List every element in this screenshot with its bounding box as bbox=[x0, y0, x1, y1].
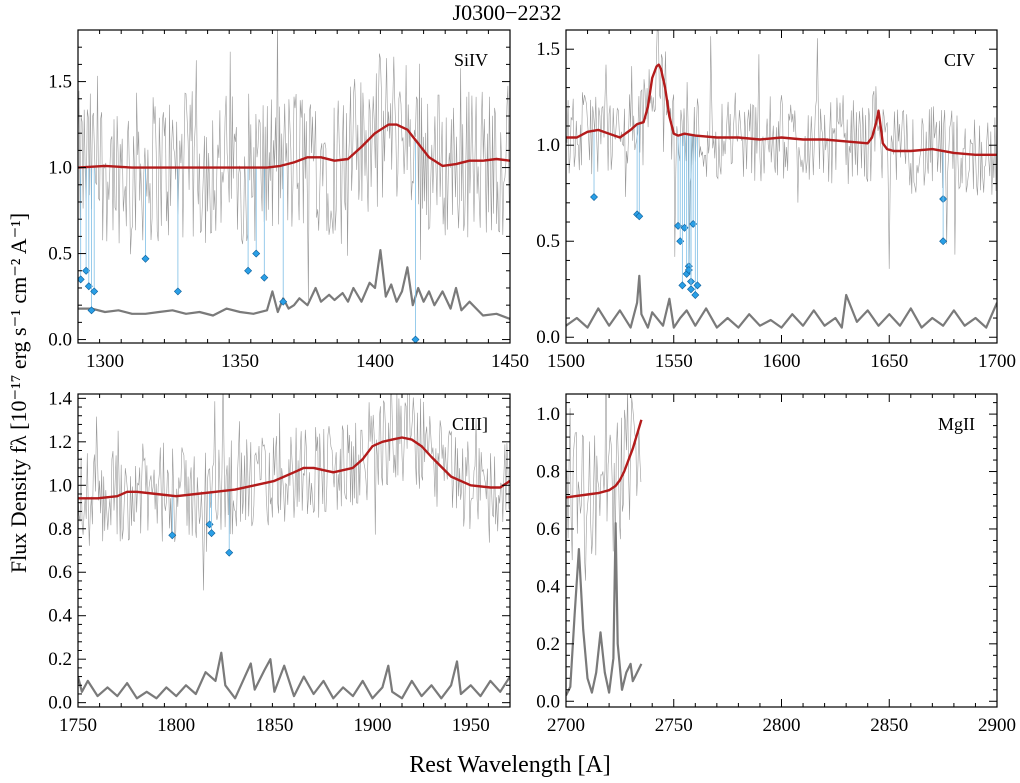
model-fit bbox=[78, 123, 510, 169]
y-tick-label: 0.2 bbox=[536, 634, 560, 655]
model-fit bbox=[566, 63, 997, 157]
y-tick-label: 0.4 bbox=[48, 606, 72, 627]
observed-spectrum bbox=[78, 30, 510, 301]
masked-pixel bbox=[225, 548, 234, 557]
masked-pixel bbox=[84, 282, 93, 291]
masked-pixel bbox=[82, 266, 91, 275]
masked-pixel bbox=[678, 281, 687, 290]
masked-pixel bbox=[78, 275, 85, 284]
masked-pixel bbox=[168, 531, 177, 540]
x-axis-label: Rest Wavelength [A] bbox=[409, 752, 611, 778]
x-tick-label: 1650 bbox=[870, 351, 908, 372]
error-spectrum bbox=[566, 274, 997, 329]
x-tick-label: 1300 bbox=[86, 351, 124, 372]
y-tick-label: 0.8 bbox=[48, 519, 72, 540]
model-fit bbox=[566, 419, 643, 499]
y-tick-label: 0.0 bbox=[48, 330, 72, 351]
masked-pixel bbox=[411, 335, 420, 343]
masked-pixel bbox=[687, 285, 695, 294]
y-tick-label: 1.2 bbox=[48, 432, 72, 453]
masked-pixel bbox=[141, 254, 150, 263]
panel-ciii: 1750 1800 1850 1900 1950 0.0 0.2 0.4 0.6 0.8 1.0 1.… bbox=[48, 388, 511, 736]
y-tick-label: 1.0 bbox=[48, 158, 72, 179]
panel-label: CIII] bbox=[452, 414, 488, 434]
x-tick-label: 1500 bbox=[547, 351, 585, 372]
observed-spectrum bbox=[566, 30, 997, 274]
plot-area bbox=[566, 30, 997, 329]
panel-label: CIV bbox=[944, 50, 975, 70]
y-tick-label: 0.6 bbox=[48, 562, 72, 583]
y-tick-label: 0.6 bbox=[536, 519, 560, 540]
x-tick-label: 1400 bbox=[356, 351, 394, 372]
masked-pixel bbox=[691, 291, 700, 299]
observed-spectrum bbox=[78, 394, 510, 591]
y-tick-label: 1.5 bbox=[536, 39, 560, 60]
masked-pixel bbox=[252, 249, 261, 258]
x-tick-label: 2800 bbox=[763, 715, 801, 736]
y-tick-label: 0.2 bbox=[48, 649, 72, 670]
masked-pixel bbox=[173, 287, 182, 296]
error-spectrum bbox=[78, 651, 510, 700]
plot-area bbox=[566, 394, 643, 696]
x-tick-label: 1850 bbox=[255, 715, 293, 736]
axes-frame bbox=[565, 29, 998, 344]
plot-area bbox=[78, 30, 510, 343]
x-tick-label: 2700 bbox=[547, 715, 585, 736]
error-spectrum bbox=[566, 522, 643, 696]
masked-pixel bbox=[244, 266, 253, 275]
y-tick-label: 0.5 bbox=[48, 244, 72, 265]
y-tick-label: 0.5 bbox=[536, 231, 560, 252]
panel-label: SiIV bbox=[454, 50, 488, 70]
y-tick-label: 1.4 bbox=[48, 388, 72, 409]
y-tick-label: 0.0 bbox=[536, 691, 560, 712]
axes-frame bbox=[77, 393, 511, 708]
masked-pixel bbox=[590, 193, 598, 202]
y-tick-label: 1.0 bbox=[536, 135, 560, 156]
masked-pixel bbox=[939, 237, 948, 246]
panel-label: MgII bbox=[938, 414, 975, 434]
x-tick-label: 1450 bbox=[491, 351, 529, 372]
model-fit bbox=[78, 436, 510, 500]
masked-pixel bbox=[279, 297, 288, 306]
panel-siiv: 1300 1350 1400 1450 0.0 0.5 1.0 1.5 SiIV bbox=[48, 29, 529, 372]
error-spectrum bbox=[78, 249, 510, 320]
masked-pixel bbox=[87, 306, 96, 315]
x-tick-label: 1800 bbox=[157, 715, 195, 736]
x-tick-label: 1900 bbox=[354, 715, 392, 736]
masked-pixel bbox=[635, 212, 644, 221]
masked-pixel bbox=[260, 273, 269, 282]
x-tick-label: 2750 bbox=[655, 715, 693, 736]
masked-pixel bbox=[693, 281, 702, 290]
y-tick-label: 0.0 bbox=[536, 327, 560, 348]
panel-civ: 1500 1550 1600 1650 1700 0.0 0.5 1.0 1.5 CIV bbox=[536, 29, 1016, 372]
x-tick-label: 1600 bbox=[763, 351, 801, 372]
x-tick-label: 2900 bbox=[978, 715, 1016, 736]
y-tick-label: 0.0 bbox=[48, 693, 72, 714]
panel-mgii: 2700 2750 2800 2850 2900 0.0 0.2 0.4 0.6 0.8 1.0 Mg… bbox=[536, 393, 1016, 736]
y-tick-label: 0.4 bbox=[536, 576, 560, 597]
masked-pixel bbox=[207, 529, 216, 538]
x-tick-label: 1550 bbox=[655, 351, 693, 372]
x-tick-label: 1700 bbox=[978, 351, 1016, 372]
x-tick-label: 1950 bbox=[452, 715, 490, 736]
observed-spectrum bbox=[566, 394, 642, 581]
y-tick-label: 1.0 bbox=[536, 404, 560, 425]
y-tick-label: 1.0 bbox=[48, 475, 72, 496]
masked-pixel bbox=[90, 287, 99, 296]
plot-area bbox=[78, 394, 510, 700]
y-tick-label: 1.5 bbox=[48, 72, 72, 93]
y-axis-label: Flux Density fλ [10⁻¹⁷ erg s⁻¹ cm⁻² A⁻¹] bbox=[6, 213, 31, 573]
y-tick-label: 0.8 bbox=[536, 462, 560, 483]
figure-title: J0300−2232 bbox=[453, 0, 562, 25]
x-tick-label: 2850 bbox=[870, 715, 908, 736]
x-tick-label: 1350 bbox=[221, 351, 259, 372]
x-tick-label: 1750 bbox=[59, 715, 97, 736]
